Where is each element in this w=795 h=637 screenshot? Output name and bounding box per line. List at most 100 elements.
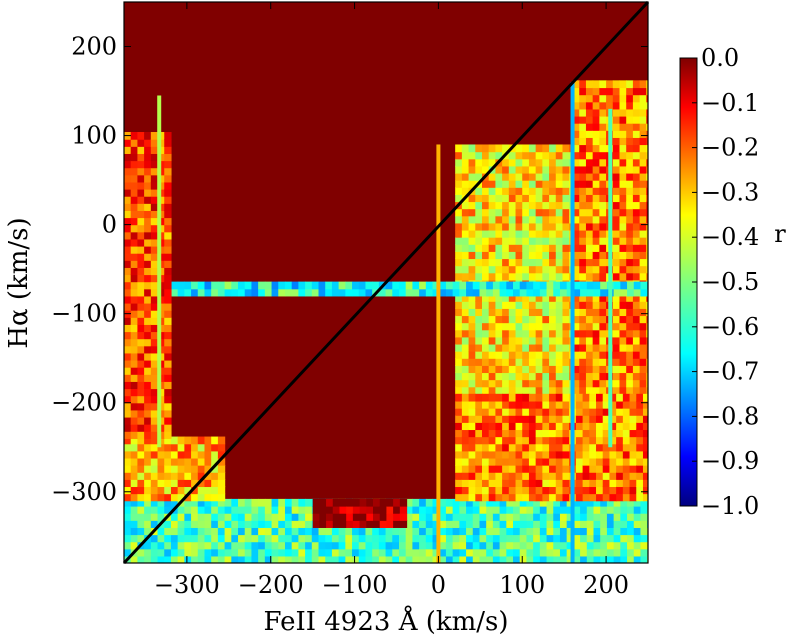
heatmap-cell bbox=[164, 479, 172, 488]
heatmap-cell bbox=[528, 443, 537, 452]
heatmap-cell bbox=[461, 165, 470, 174]
heatmap-cell bbox=[445, 506, 454, 514]
heatmap-cell bbox=[130, 465, 139, 473]
heatmap-cell bbox=[619, 215, 627, 224]
heatmap-cell bbox=[419, 534, 427, 543]
heatmap-cell bbox=[144, 416, 152, 425]
heatmap-cell bbox=[468, 158, 476, 167]
heatmap-cell bbox=[439, 555, 447, 563]
heatmap-cell bbox=[508, 365, 517, 374]
heatmap-cell bbox=[562, 172, 570, 181]
heatmap-cell bbox=[150, 288, 159, 297]
heatmap-cell bbox=[633, 506, 642, 514]
heatmap-cell bbox=[481, 194, 490, 203]
heatmap-cell bbox=[619, 351, 627, 359]
heatmap-cell bbox=[612, 272, 621, 281]
heatmap-cell bbox=[352, 534, 360, 543]
heatmap-cell bbox=[271, 498, 279, 507]
heatmap-cell bbox=[325, 541, 333, 550]
heatmap-cell bbox=[475, 465, 483, 473]
heatmap-cell bbox=[488, 457, 497, 466]
heatmap-cell bbox=[488, 144, 497, 153]
heatmap-cell bbox=[177, 450, 185, 459]
heatmap-cell bbox=[609, 393, 617, 402]
heatmap-cell bbox=[562, 308, 570, 317]
heatmap-cell bbox=[582, 400, 590, 409]
heatmap-cell bbox=[495, 215, 503, 224]
heatmap-cell bbox=[495, 343, 503, 352]
heatmap-cell bbox=[579, 187, 587, 195]
heatmap-cell bbox=[555, 486, 564, 495]
heatmap-cell bbox=[170, 450, 179, 459]
heatmap-cell bbox=[130, 513, 139, 521]
heatmap-cell bbox=[475, 201, 483, 210]
heatmap-cell bbox=[542, 336, 550, 345]
heatmap-cell bbox=[461, 244, 470, 252]
heatmap-cell bbox=[177, 443, 185, 452]
heatmap-cell bbox=[150, 196, 159, 204]
heatmap-cell bbox=[495, 329, 503, 338]
heatmap-cell bbox=[639, 137, 647, 146]
heatmap-cell bbox=[150, 388, 159, 397]
heatmap-cell bbox=[599, 237, 607, 245]
heatmap-cell bbox=[495, 479, 503, 488]
heatmap-cell bbox=[592, 272, 600, 281]
heatmap-cell bbox=[515, 201, 523, 210]
heatmap-cell bbox=[455, 222, 463, 231]
heatmap-cell bbox=[211, 457, 219, 466]
heatmap-cell bbox=[326, 513, 334, 521]
heatmap-cell bbox=[639, 208, 647, 217]
heatmap-cell bbox=[224, 281, 232, 290]
heatmap-cell bbox=[515, 429, 523, 438]
heatmap-cell bbox=[528, 151, 537, 160]
heatmap-cell bbox=[627, 288, 635, 297]
heatmap-cell bbox=[580, 498, 588, 507]
heatmap-cell bbox=[599, 158, 607, 167]
heatmap-cell bbox=[150, 457, 159, 466]
heatmap-cell bbox=[585, 187, 594, 195]
heatmap-cell bbox=[461, 379, 470, 388]
heatmap-cell bbox=[488, 172, 497, 181]
heatmap-cell bbox=[305, 498, 313, 507]
heatmap-cell bbox=[522, 237, 530, 245]
heatmap-cell bbox=[488, 180, 497, 188]
heatmap-cell bbox=[144, 167, 152, 176]
heatmap-cell bbox=[528, 215, 537, 224]
heatmap-cell bbox=[170, 498, 179, 507]
heatmap-cell bbox=[639, 215, 647, 224]
heatmap-cell bbox=[204, 465, 212, 473]
heatmap-cell bbox=[385, 527, 393, 536]
heatmap-cell bbox=[452, 548, 460, 557]
heatmap-cell bbox=[636, 408, 644, 416]
heatmap-cell bbox=[392, 288, 400, 297]
heatmap-cell bbox=[479, 281, 487, 290]
heatmap-cell bbox=[515, 322, 523, 331]
heatmap-cell bbox=[366, 506, 374, 514]
heatmap-cell bbox=[488, 415, 497, 423]
heatmap-cell bbox=[468, 465, 476, 473]
heatmap-cell bbox=[331, 548, 340, 557]
heatmap-cell bbox=[468, 415, 476, 423]
heatmap-cell bbox=[150, 541, 159, 550]
heatmap-cell bbox=[535, 358, 543, 366]
heatmap-cell bbox=[468, 457, 476, 466]
heatmap-stripe bbox=[608, 108, 613, 448]
heatmap-cell bbox=[150, 431, 159, 439]
heatmap-cell bbox=[599, 108, 607, 117]
heatmap-cell bbox=[549, 222, 557, 231]
heatmap-cell bbox=[217, 520, 226, 528]
heatmap-cell bbox=[646, 322, 648, 331]
heatmap-cell bbox=[211, 486, 219, 495]
heatmap-cell bbox=[542, 450, 550, 459]
heatmap-cell bbox=[311, 527, 320, 536]
heatmap-cell bbox=[616, 465, 624, 473]
heatmap-cell bbox=[646, 379, 648, 388]
heatmap-cell bbox=[612, 215, 621, 224]
heatmap-cell bbox=[439, 534, 447, 543]
heatmap-cell bbox=[609, 450, 617, 459]
heatmap-cell bbox=[164, 457, 172, 466]
heatmap-cell bbox=[513, 498, 521, 507]
heatmap-cell bbox=[612, 358, 621, 366]
heatmap-cell bbox=[455, 251, 463, 260]
heatmap-cell bbox=[264, 555, 273, 563]
